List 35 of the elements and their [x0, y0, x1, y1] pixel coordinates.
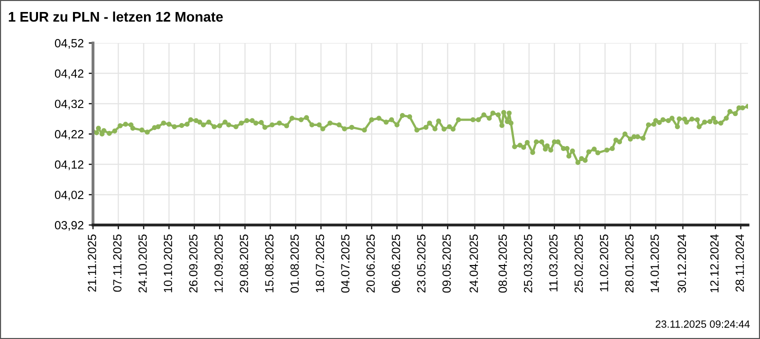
x-tick-label: 28.11.2024 [736, 234, 744, 292]
x-tick-label: 21.11.2025 [88, 234, 96, 292]
x-tick-label: 25.02.2025 [574, 234, 583, 293]
x-tick-label: 23.05.2025 [417, 234, 426, 293]
x-tick-label: 29.08.2025 [240, 234, 248, 293]
chart-title: 1 EUR zu PLN - letzen 12 Monate [8, 12, 223, 22]
x-tick-label: 25.03.2025 [524, 234, 532, 293]
y-tick-label: 04,02 [54, 190, 84, 200]
x-tick-label: 12.12.2024 [710, 234, 719, 292]
x-tick-label: 18.07.2025 [316, 234, 324, 292]
x-tick-label: 11.03.2025 [549, 234, 558, 292]
x-tick-label: 04.07.2025 [341, 234, 350, 293]
y-tick-label: 04,42 [54, 69, 84, 80]
x-tick-label: 08.04.2025 [498, 234, 507, 293]
y-tick-label: 04,22 [54, 130, 84, 140]
x-tick-label: 09.05.2025 [442, 234, 451, 293]
x-tick-label: 28.01.2025 [625, 234, 634, 293]
x-tick-label: 06.06.2025 [392, 234, 400, 293]
x-tick-label: 07.11.2025 [113, 234, 122, 292]
x-tick-label: 24.04.2025 [470, 234, 478, 293]
y-tick-label: 04,12 [54, 160, 84, 170]
x-tick-label: 11.02.2025 [600, 234, 608, 292]
x-tick-label: 24.10.2025 [138, 234, 147, 293]
text: 23.11.2025 09:24:44 [656, 320, 750, 328]
x-tick-label: 26.09.2025 [189, 234, 198, 293]
x-tick-label: 01.08.2025 [290, 234, 299, 293]
y-tick-label: 04,52 [54, 39, 84, 49]
y-tick-label: 04,32 [54, 100, 84, 110]
x-tick-label: 10.10.2025 [164, 234, 172, 292]
x-tick-label: 20.06.2025 [366, 234, 375, 293]
x-tick-label: 15.08.2025 [265, 234, 274, 292]
y-tick-label: 03,92 [54, 221, 84, 231]
x-tick-label: 30.12.2024 [678, 234, 686, 293]
x-tick-label: 14.01.2025 [650, 234, 659, 292]
x-tick-label: 12.09.2025 [214, 234, 223, 292]
